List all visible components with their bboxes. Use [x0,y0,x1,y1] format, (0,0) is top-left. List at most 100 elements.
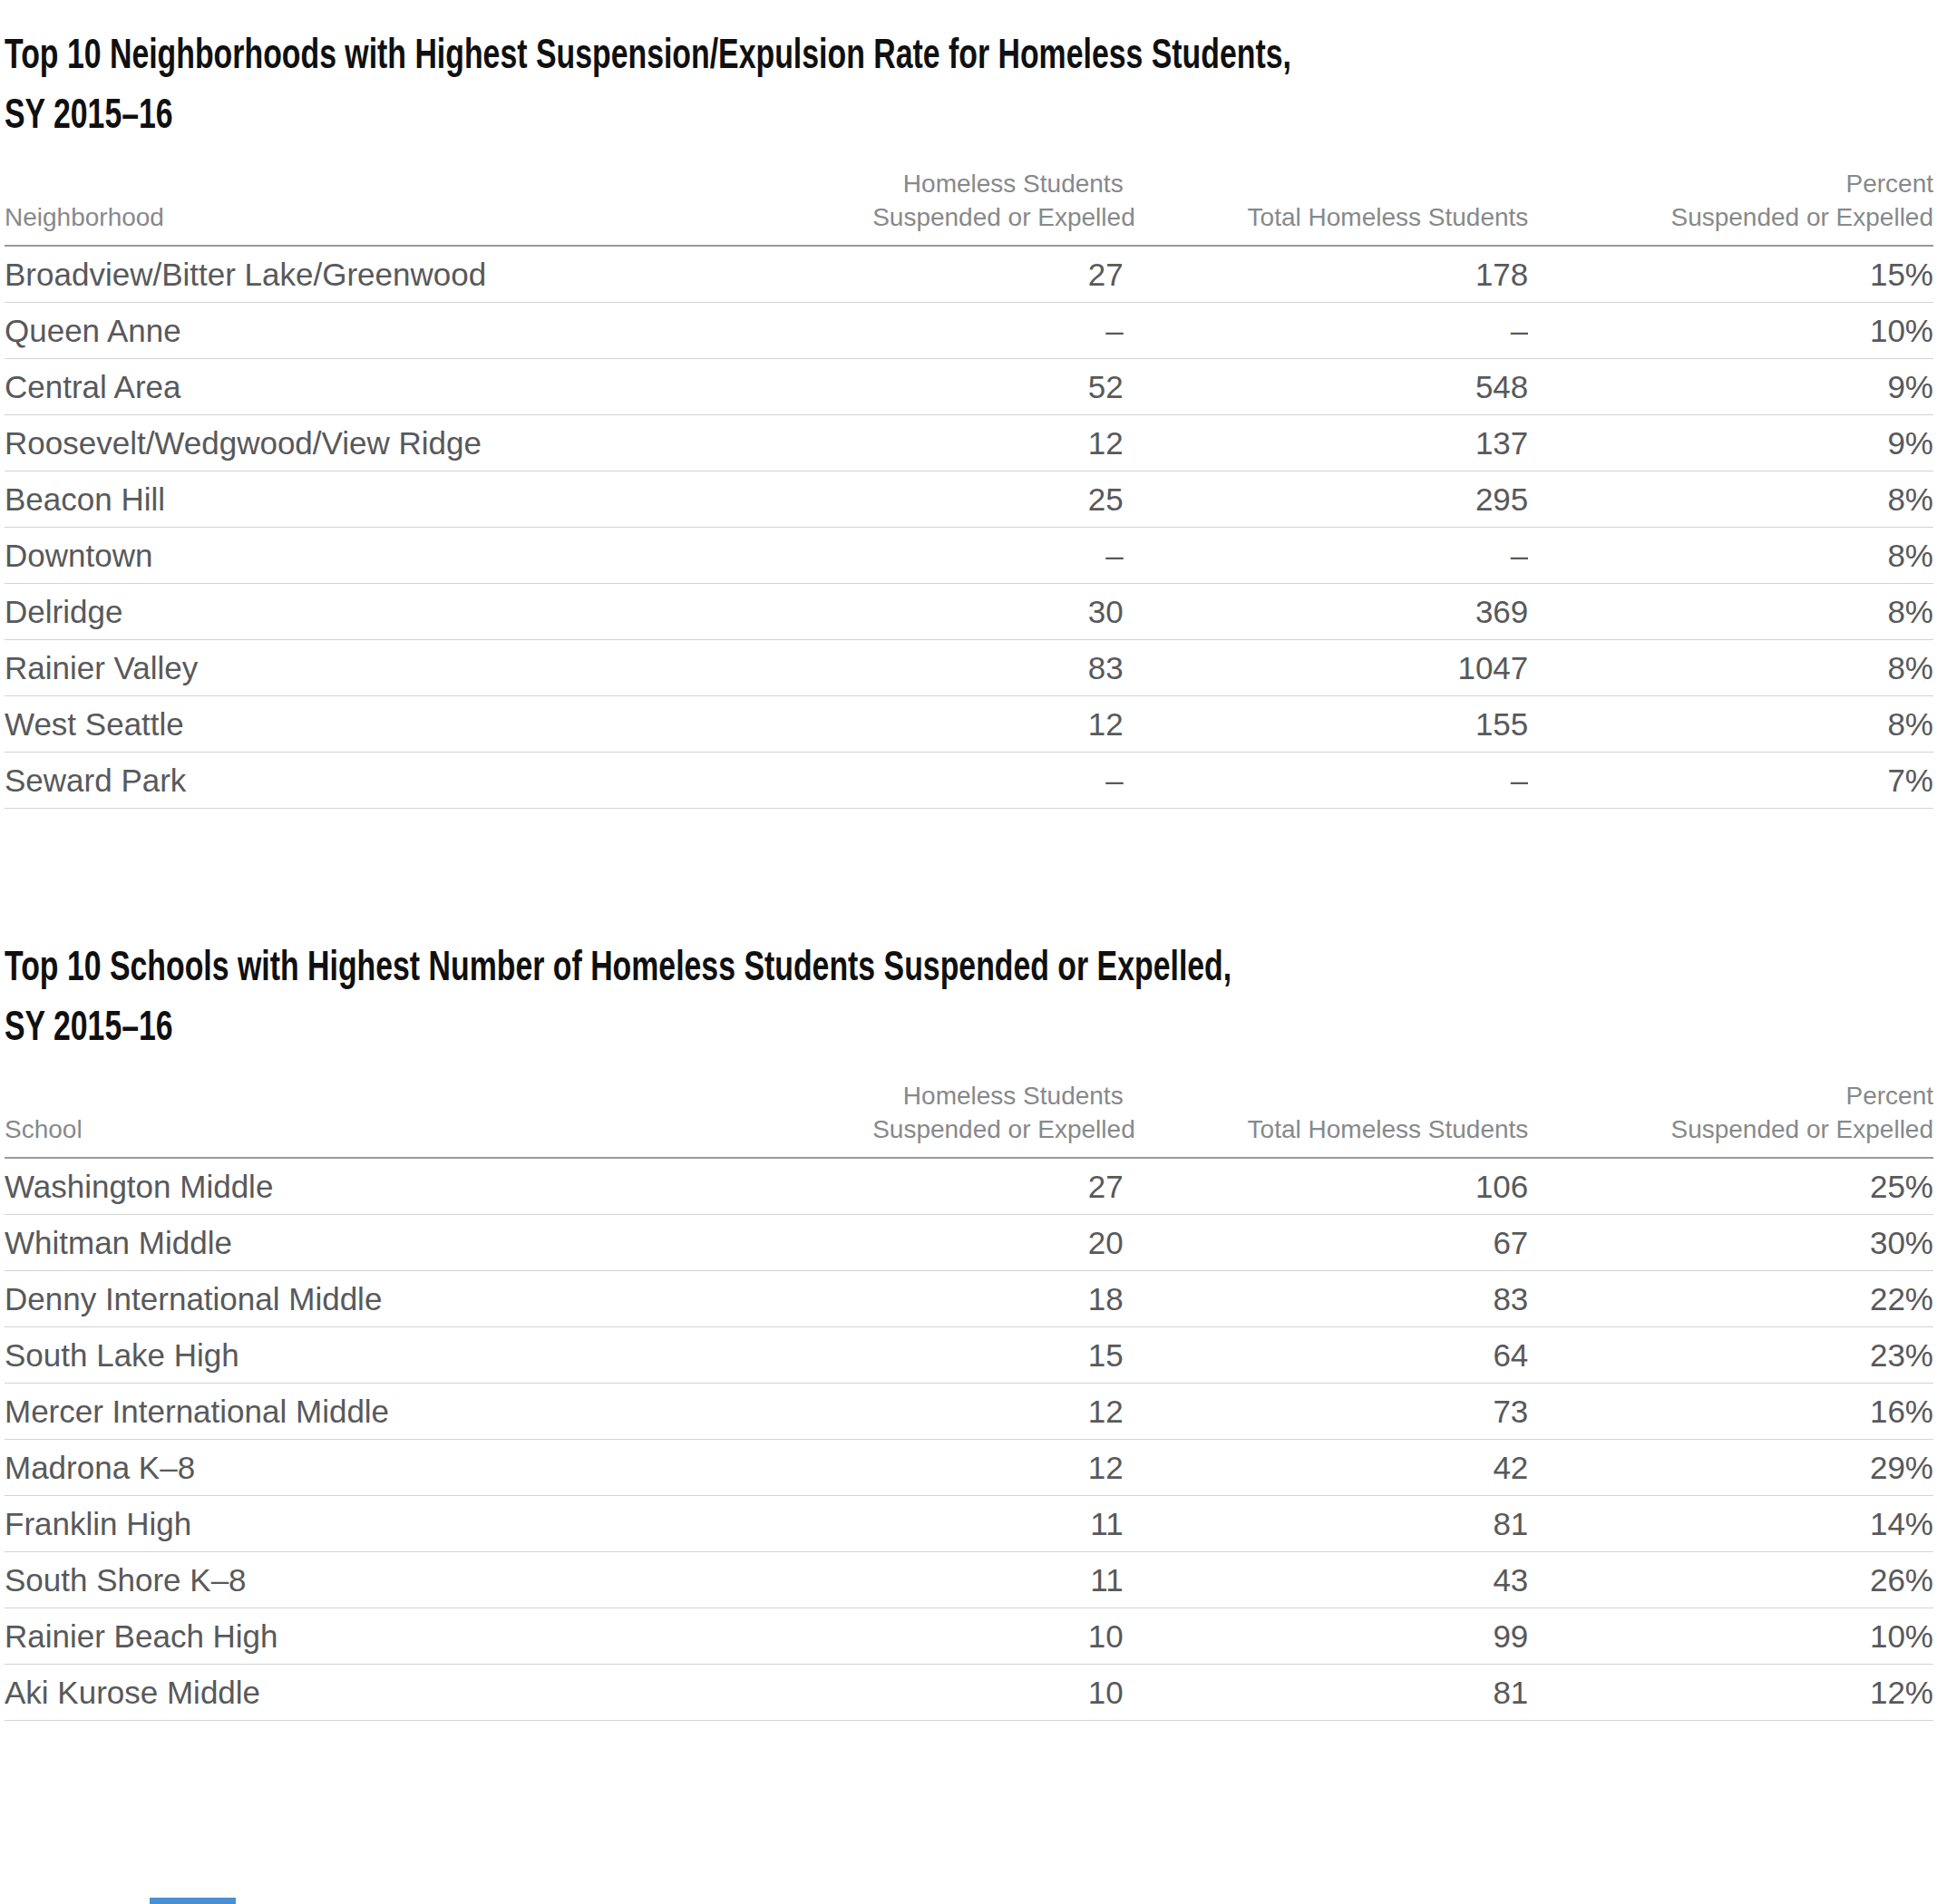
percent-cell: 8% [1528,584,1933,640]
header-line: Percent [1846,170,1934,198]
total-cell: – [1124,528,1529,584]
total-cell: – [1124,303,1529,359]
neighborhood-cell: West Seattle [5,696,872,753]
percent-cell: 9% [1528,359,1933,415]
suspended-cell: 27 [872,1158,1124,1215]
suspended-cell: 12 [872,696,1124,753]
school-cell: Aki Kurose Middle [5,1665,872,1721]
percent-cell: 8% [1528,471,1933,528]
percent-cell: 15% [1528,246,1933,303]
neighborhood-cell: Central Area [5,359,872,415]
total-cell: 99 [1124,1608,1529,1665]
suspended-cell: 10 [872,1608,1124,1665]
table-row: Whitman Middle 20 67 30% [5,1215,1933,1271]
percent-cell: 23% [1528,1327,1933,1384]
header-line: Homeless Students [903,1082,1124,1110]
title-line-2: SY 2015–16 [5,89,173,137]
percent-cell: 12% [1528,1665,1933,1721]
neighborhood-cell: Beacon Hill [5,471,872,528]
percent-cell: 30% [1528,1215,1933,1271]
neighborhood-cell: Seward Park [5,753,872,809]
suspended-cell: 11 [872,1552,1124,1608]
percent-cell: 9% [1528,415,1933,471]
header-row: Neighborhood Homeless StudentsSuspended … [5,167,1933,246]
table-row: Mercer International Middle 12 73 16% [5,1384,1933,1440]
table-row: Delridge 30 369 8% [5,584,1933,640]
total-cell: 83 [1124,1271,1529,1327]
percent-cell: 26% [1528,1552,1933,1608]
table-row: Madrona K–8 12 42 29% [5,1440,1933,1496]
table-row: Denny International Middle 18 83 22% [5,1271,1933,1327]
table-row: South Lake High 15 64 23% [5,1327,1933,1384]
percent-cell: 8% [1528,528,1933,584]
neighborhood-cell: Delridge [5,584,872,640]
total-cell: 1047 [1124,640,1529,696]
school-cell: Washington Middle [5,1158,872,1215]
table-row: Franklin High 11 81 14% [5,1496,1933,1552]
title-line-1: Top 10 Neighborhoods with Highest Suspen… [5,29,1291,77]
percent-cell: 22% [1528,1271,1933,1327]
table-header: School Homeless StudentsSuspended or Exp… [5,1079,1933,1158]
school-cell: South Shore K–8 [5,1552,872,1608]
col-header-total: Total Homeless Students [1124,1079,1529,1158]
total-cell: 67 [1124,1215,1529,1271]
total-cell: 73 [1124,1384,1529,1440]
total-cell: 137 [1124,415,1529,471]
table-row: Beacon Hill 25 295 8% [5,471,1933,528]
percent-cell: 25% [1528,1158,1933,1215]
table-row: Washington Middle 27 106 25% [5,1158,1933,1215]
suspended-cell: 25 [872,471,1124,528]
percent-cell: 14% [1528,1496,1933,1552]
table-row: Rainier Valley 83 1047 8% [5,640,1933,696]
total-cell: 295 [1124,471,1529,528]
suspended-cell: – [872,303,1124,359]
suspended-cell: 10 [872,1665,1124,1721]
header-line: Percent [1846,1082,1934,1110]
suspended-cell: 27 [872,246,1124,303]
total-cell: – [1124,753,1529,809]
title-line-2: SY 2015–16 [5,1001,173,1049]
percent-cell: 29% [1528,1440,1933,1496]
percent-cell: 8% [1528,640,1933,696]
total-cell: 64 [1124,1327,1529,1384]
suspended-cell: 52 [872,359,1124,415]
neighborhood-cell: Roosevelt/Wedgwood/View Ridge [5,415,872,471]
total-cell: 548 [1124,359,1529,415]
neighborhood-cell: Queen Anne [5,303,872,359]
total-cell: 81 [1124,1496,1529,1552]
school-cell: Whitman Middle [5,1215,872,1271]
neighborhoods-section: Top 10 Neighborhoods with Highest Suspen… [5,24,1933,809]
col-header-suspended: Homeless StudentsSuspended or Expelled [872,1079,1124,1158]
suspended-cell: 12 [872,1384,1124,1440]
percent-cell: 16% [1528,1384,1933,1440]
table-row: Seward Park – – 7% [5,753,1933,809]
col-header-total: Total Homeless Students [1124,167,1529,246]
total-cell: 369 [1124,584,1529,640]
total-cell: 42 [1124,1440,1529,1496]
schools-section: Top 10 Schools with Highest Number of Ho… [5,936,1933,1721]
neighborhood-cell: Downtown [5,528,872,584]
table-body: Broadview/Bitter Lake/Greenwood 27 178 1… [5,246,1933,809]
percent-cell: 10% [1528,1608,1933,1665]
neighborhoods-table: Neighborhood Homeless StudentsSuspended … [5,167,1933,809]
neighborhood-cell: Rainier Valley [5,640,872,696]
col-header-neighborhood: Neighborhood [5,167,872,246]
suspended-cell: 30 [872,584,1124,640]
suspended-cell: 15 [872,1327,1124,1384]
total-cell: 106 [1124,1158,1529,1215]
suspended-cell: 12 [872,1440,1124,1496]
title-line-1: Top 10 Schools with Highest Number of Ho… [5,941,1231,989]
header-line: Suspended or Expelled [872,1115,1135,1143]
schools-table-title: Top 10 Schools with Highest Number of Ho… [5,936,1393,1055]
table-header: Neighborhood Homeless StudentsSuspended … [5,167,1933,246]
table-row: Queen Anne – – 10% [5,303,1933,359]
schools-table: School Homeless StudentsSuspended or Exp… [5,1079,1933,1721]
percent-cell: 8% [1528,696,1933,753]
table-row: Rainier Beach High 10 99 10% [5,1608,1933,1665]
header-line: Suspended or Expelled [872,203,1135,231]
col-header-school: School [5,1079,872,1158]
suspended-cell: – [872,528,1124,584]
total-cell: 81 [1124,1665,1529,1721]
table-row: West Seattle 12 155 8% [5,696,1933,753]
suspended-cell: 11 [872,1496,1124,1552]
